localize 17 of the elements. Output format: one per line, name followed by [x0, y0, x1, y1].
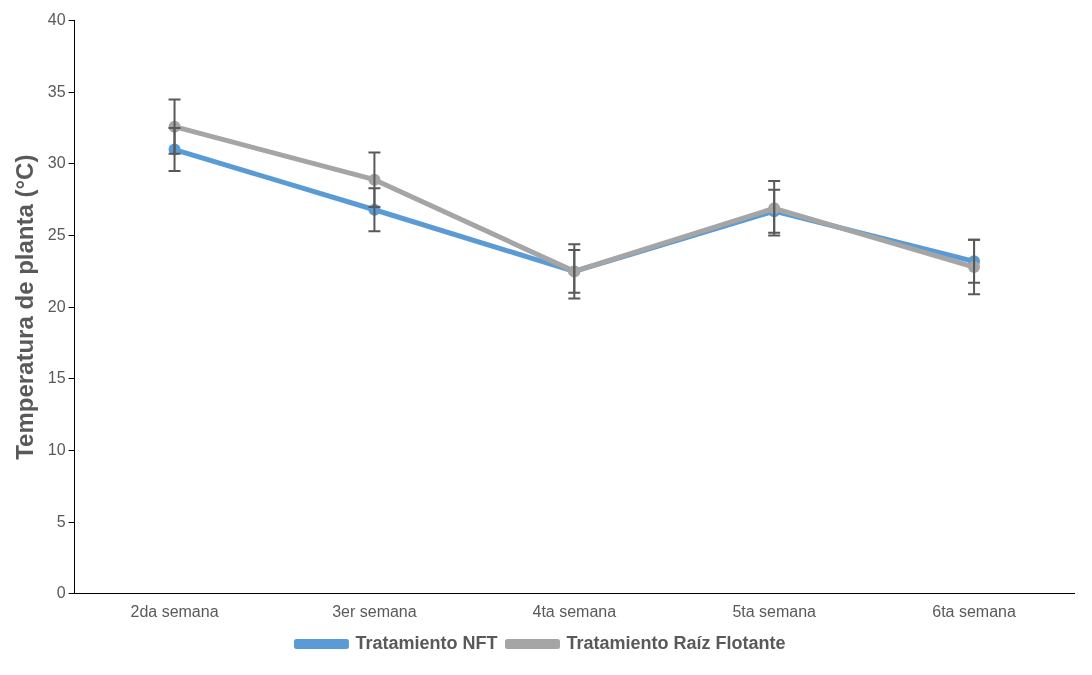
x-tick-label: 2da semana — [130, 602, 219, 620]
y-tick-label: 35 — [47, 82, 66, 100]
y-tick-label: 40 — [47, 11, 66, 29]
y-tick-label: 5 — [56, 512, 66, 530]
y-tick-label: 0 — [56, 584, 66, 602]
y-tick-label: 15 — [47, 369, 66, 387]
y-tick-label: 30 — [47, 154, 66, 172]
x-tick-label: 4ta semana — [532, 602, 617, 620]
y-axis-title: Temperatura de planta (°C) — [11, 154, 39, 460]
y-tick-label: 25 — [47, 225, 66, 243]
x-tick-label: 5ta semana — [732, 602, 817, 620]
x-tick-label: 3er semana — [332, 602, 417, 620]
x-tick-label: 6ta semana — [932, 602, 1016, 620]
legend-label: Tratamiento NFT — [355, 632, 498, 653]
legend-label: Tratamiento Raíz Flotante — [566, 632, 786, 653]
y-tick-label: 10 — [47, 440, 66, 458]
y-tick-label: 20 — [47, 297, 66, 315]
